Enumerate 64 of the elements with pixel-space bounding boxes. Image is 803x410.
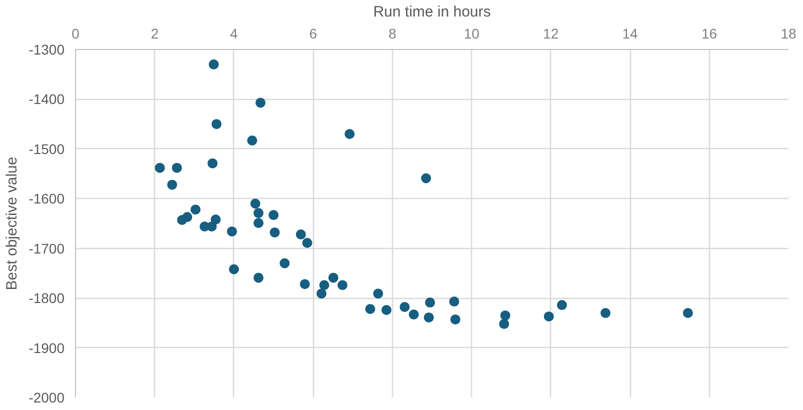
point bbox=[228, 264, 239, 274]
x-tick-label: 12 bbox=[543, 26, 559, 42]
y-tick-label: -1600 bbox=[28, 190, 65, 207]
point bbox=[254, 208, 264, 218]
point bbox=[316, 288, 326, 299]
point bbox=[208, 158, 218, 168]
point bbox=[154, 162, 165, 173]
point bbox=[254, 272, 264, 283]
point bbox=[408, 309, 419, 320]
point bbox=[449, 296, 460, 307]
x-tick-label: 0 bbox=[72, 26, 80, 42]
point bbox=[226, 226, 237, 236]
point bbox=[208, 59, 219, 70]
point bbox=[337, 280, 348, 290]
point bbox=[400, 302, 410, 312]
point bbox=[319, 280, 330, 290]
point bbox=[500, 310, 510, 320]
point bbox=[190, 204, 201, 215]
point bbox=[421, 173, 432, 184]
point bbox=[172, 162, 182, 173]
point bbox=[255, 98, 266, 108]
point bbox=[167, 180, 178, 190]
x-axis-title: Run time in hours bbox=[373, 4, 491, 20]
point bbox=[270, 227, 280, 238]
x-tick-label: 8 bbox=[388, 26, 396, 42]
point bbox=[381, 305, 392, 315]
x-tick-label: 18 bbox=[780, 26, 796, 42]
point bbox=[328, 272, 338, 283]
y-tick-label: -1400 bbox=[28, 91, 65, 108]
point bbox=[499, 318, 510, 329]
y-tick-label: -2000 bbox=[28, 390, 65, 406]
point bbox=[296, 229, 306, 240]
point bbox=[280, 258, 290, 268]
point bbox=[425, 298, 436, 308]
point bbox=[247, 135, 258, 146]
x-tick-label: 4 bbox=[230, 26, 238, 42]
y-tick-label: -1900 bbox=[28, 340, 65, 356]
point bbox=[365, 304, 376, 314]
point bbox=[450, 314, 460, 324]
point bbox=[212, 119, 222, 130]
y-tick-label: -1800 bbox=[28, 290, 65, 306]
point bbox=[544, 311, 554, 322]
point bbox=[177, 215, 188, 226]
x-tick-label: 14 bbox=[622, 26, 638, 42]
x-tick-label: 6 bbox=[309, 26, 318, 42]
point bbox=[600, 308, 610, 318]
point bbox=[424, 312, 434, 322]
point bbox=[268, 210, 279, 220]
point bbox=[250, 198, 260, 209]
point bbox=[682, 308, 693, 318]
y-axis-title: Best objective value bbox=[4, 156, 21, 290]
y-tick-label: -1500 bbox=[28, 140, 65, 157]
point bbox=[302, 238, 312, 248]
x-tick-label: 16 bbox=[701, 26, 718, 42]
x-tick-label: 2 bbox=[150, 26, 159, 42]
x-tick-label: 10 bbox=[464, 26, 480, 42]
y-tick-label: -1700 bbox=[28, 240, 65, 256]
point bbox=[254, 218, 264, 228]
point bbox=[556, 300, 567, 310]
y-tick-label: -1300 bbox=[28, 42, 65, 58]
point bbox=[206, 221, 217, 232]
point bbox=[344, 129, 355, 140]
point bbox=[373, 288, 384, 299]
point bbox=[300, 279, 310, 290]
